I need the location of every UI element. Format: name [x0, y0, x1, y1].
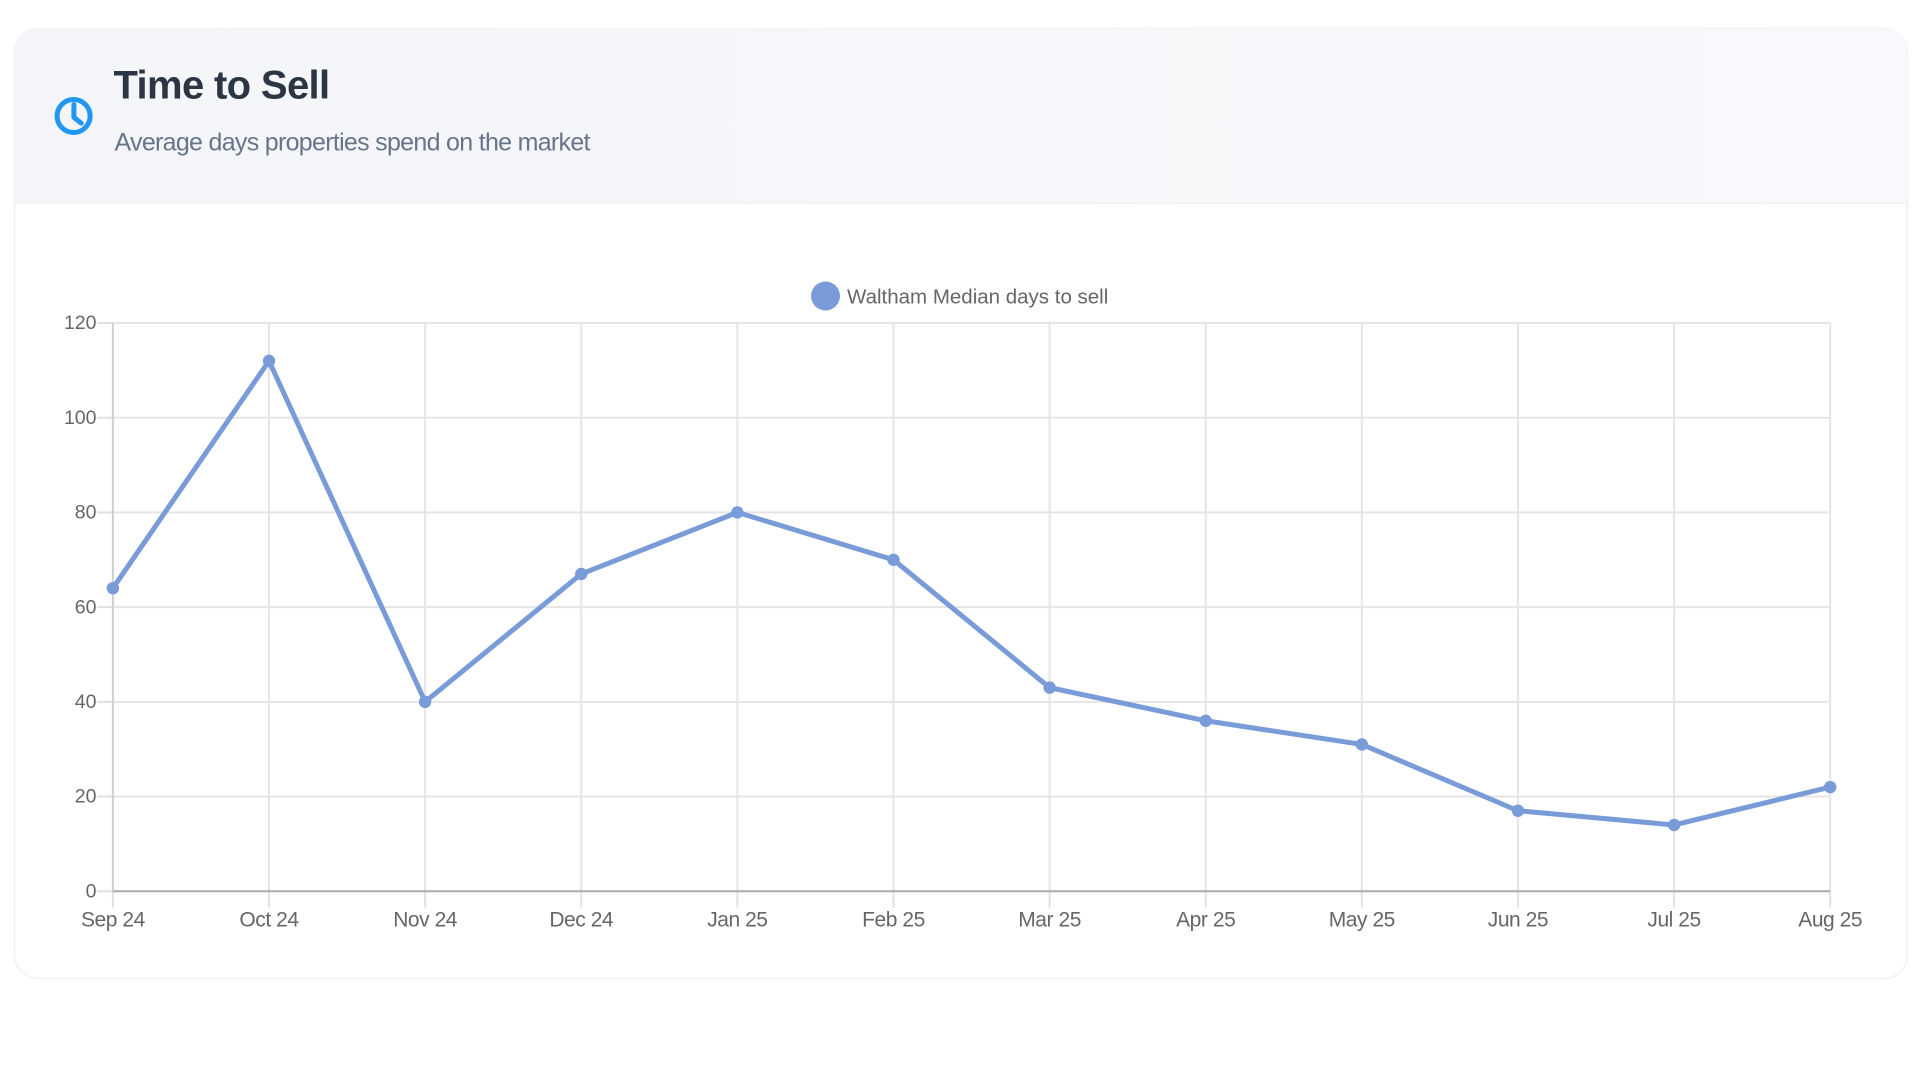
svg-text:40: 40	[75, 691, 97, 713]
svg-text:Feb 25: Feb 25	[862, 909, 925, 932]
svg-text:60: 60	[75, 596, 97, 618]
svg-text:May 25: May 25	[1329, 909, 1395, 932]
svg-text:Apr 25: Apr 25	[1176, 909, 1235, 932]
svg-text:Waltham Median days to sell: Waltham Median days to sell	[847, 286, 1108, 309]
svg-text:Jun 25: Jun 25	[1488, 909, 1548, 932]
svg-text:Time to Sell: Time to Sell	[114, 64, 330, 108]
svg-text:Jan 25: Jan 25	[707, 909, 767, 932]
svg-text:Oct 24: Oct 24	[239, 909, 299, 932]
svg-text:80: 80	[75, 502, 97, 524]
svg-text:Mar 25: Mar 25	[1018, 909, 1081, 932]
svg-text:Aug 25: Aug 25	[1798, 909, 1862, 932]
svg-text:Sep 24: Sep 24	[81, 909, 146, 932]
svg-text:20: 20	[75, 786, 97, 808]
svg-text:Nov 24: Nov 24	[393, 909, 458, 932]
svg-text:Average days properties spend: Average days properties spend on the mar…	[115, 129, 591, 157]
svg-text:100: 100	[64, 407, 97, 429]
svg-text:120: 120	[64, 312, 97, 334]
svg-text:0: 0	[86, 880, 97, 902]
svg-text:Dec 24: Dec 24	[549, 909, 614, 932]
svg-text:Jul 25: Jul 25	[1647, 909, 1700, 932]
